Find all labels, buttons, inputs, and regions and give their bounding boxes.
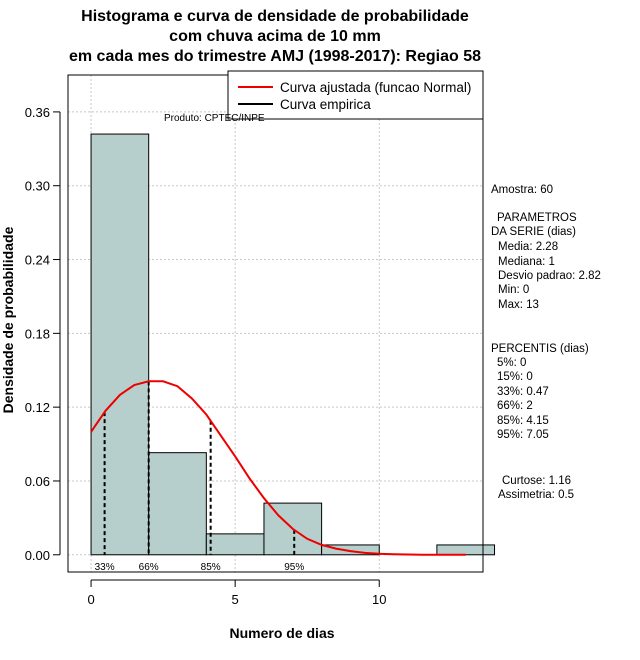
histogram-bar-2 bbox=[205, 533, 265, 556]
kurtosis: Curtose: 1.16 bbox=[502, 475, 571, 487]
legend: Curva ajustada (funcao Normal) Curva emp… bbox=[164, 70, 484, 124]
percentile-5: 5%: 0 bbox=[497, 357, 526, 369]
y-tick-label-6: 0.36 bbox=[25, 105, 50, 120]
legend-fitted-label: Curva ajustada (funcao Normal) bbox=[280, 80, 471, 95]
percentile-85: 85%: 4.15 bbox=[497, 415, 549, 427]
histogram-bar-4 bbox=[321, 544, 380, 556]
chart-title-line-1: Histograma e curva de densidade de proba… bbox=[81, 8, 469, 25]
y-tick-label-5: 0.30 bbox=[25, 179, 50, 194]
percentile-15: 15%: 0 bbox=[497, 371, 533, 383]
percentile-66: 66%: 2 bbox=[497, 400, 533, 412]
y-tick-label-1: 0.06 bbox=[25, 474, 50, 489]
param-stddev: Desvio padrao: 2.82 bbox=[498, 270, 601, 282]
percentile-markers: 33% 66% 85% 95% bbox=[95, 381, 304, 573]
y-axis: 0.00 0.06 0.12 0.18 0.24 0.30 0.36 bbox=[25, 105, 61, 563]
fitted-normal-curve bbox=[90, 380, 466, 556]
product-label: Produto: CPTEC/INPE bbox=[164, 113, 265, 124]
x-tick-label-1: 5 bbox=[232, 592, 239, 607]
sample-size: Amostra: 60 bbox=[491, 184, 553, 196]
statistics-panel: Amostra: 60 PARAMETROS DA SERIE (dias) M… bbox=[491, 184, 601, 501]
y-tick-label-3: 0.18 bbox=[25, 326, 50, 341]
legend-box bbox=[227, 70, 484, 120]
percentile-33: 33%: 0.47 bbox=[497, 386, 549, 398]
percentile-label-0: 33% bbox=[95, 562, 115, 573]
percentile-95: 95%: 7.05 bbox=[497, 429, 549, 441]
percentile-label-3: 95% bbox=[284, 562, 304, 573]
histogram-bar-6 bbox=[436, 544, 496, 556]
y-tick-label-0: 0.00 bbox=[25, 548, 50, 563]
histogram-bars bbox=[90, 133, 496, 556]
param-max: Max: 13 bbox=[498, 299, 539, 311]
x-axis-label: Numero de dias bbox=[229, 625, 334, 641]
x-axis: 0 5 10 bbox=[87, 579, 386, 607]
percentile-label-1: 66% bbox=[139, 562, 159, 573]
y-axis-label: Densidade de probabilidade bbox=[0, 226, 16, 413]
param-mean: Media: 2.28 bbox=[498, 241, 558, 253]
x-tick-label-0: 0 bbox=[87, 592, 94, 607]
y-tick-label-4: 0.24 bbox=[25, 253, 50, 268]
legend-empirical-label: Curva empirica bbox=[280, 97, 371, 112]
percentile-label-2: 85% bbox=[201, 562, 221, 573]
params-header-1: PARAMETROS bbox=[497, 212, 577, 224]
param-median: Mediana: 1 bbox=[498, 256, 555, 268]
histogram-bar-0 bbox=[90, 133, 150, 556]
histogram-bar-1 bbox=[148, 452, 207, 556]
percentiles-header: PERCENTIS (dias) bbox=[491, 343, 589, 355]
y-tick-label-2: 0.12 bbox=[25, 400, 50, 415]
params-header-2: DA SERIE (dias) bbox=[491, 226, 576, 238]
skewness: Assimetria: 0.5 bbox=[498, 489, 574, 501]
chart-title-line-3: em cada mes do trimestre AMJ (1998-2017)… bbox=[69, 48, 481, 65]
x-tick-label-2: 10 bbox=[372, 592, 386, 607]
fitted-curve-layer bbox=[90, 380, 466, 556]
chart-title-line-2: com chuva acima de 10 mm bbox=[169, 28, 381, 45]
param-min: Min: 0 bbox=[498, 284, 529, 296]
